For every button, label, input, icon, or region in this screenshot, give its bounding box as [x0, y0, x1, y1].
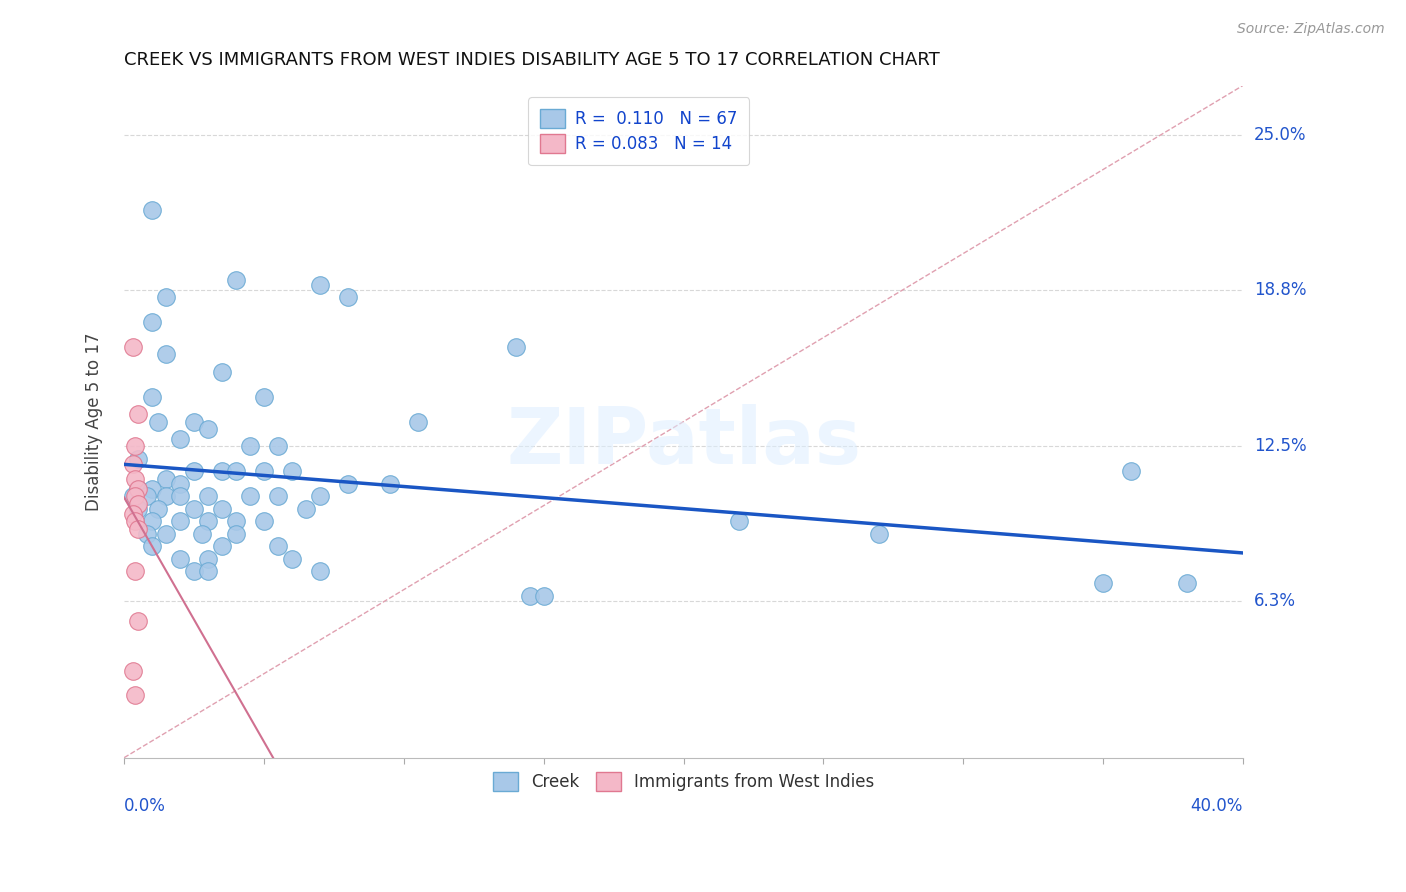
Point [211, 501, 233, 516]
Point [127, 482, 149, 496]
Point [378, 476, 401, 491]
Point [253, 390, 276, 404]
Point [336, 290, 359, 304]
Point [127, 482, 149, 496]
Point [728, 514, 751, 528]
Point [127, 501, 149, 516]
Point [295, 501, 318, 516]
Point [155, 489, 177, 503]
Point [146, 415, 169, 429]
Point [124, 514, 146, 528]
Point [183, 501, 205, 516]
Point [211, 539, 233, 553]
Point [1119, 464, 1142, 478]
Point [121, 507, 143, 521]
Point [127, 407, 149, 421]
Point [141, 390, 163, 404]
Point [191, 526, 214, 541]
Point [267, 440, 290, 454]
Text: 6.3%: 6.3% [1254, 591, 1296, 610]
Text: 25.0%: 25.0% [1254, 127, 1306, 145]
Point [197, 489, 219, 503]
Point [121, 489, 143, 503]
Point [197, 514, 219, 528]
Point [309, 564, 332, 578]
Text: 0.0%: 0.0% [124, 797, 166, 814]
Point [253, 464, 276, 478]
Point [183, 564, 205, 578]
Point [267, 489, 290, 503]
Point [141, 202, 163, 217]
Point [1092, 576, 1115, 591]
Point [253, 514, 276, 528]
Point [336, 476, 359, 491]
Text: 40.0%: 40.0% [1191, 797, 1243, 814]
Point [225, 273, 247, 287]
Legend: Creek, Immigrants from West Indies: Creek, Immigrants from West Indies [481, 761, 886, 803]
Point [281, 464, 304, 478]
Point [127, 522, 149, 536]
Point [1175, 576, 1198, 591]
Point [146, 501, 169, 516]
Point [155, 290, 177, 304]
Point [211, 365, 233, 379]
Point [197, 551, 219, 566]
Text: ZIPatlas: ZIPatlas [506, 404, 860, 480]
Point [127, 614, 149, 628]
Point [124, 564, 146, 578]
Point [267, 539, 290, 553]
Point [183, 464, 205, 478]
Point [519, 589, 541, 603]
Point [141, 315, 163, 329]
Point [225, 464, 247, 478]
Point [124, 489, 146, 503]
Point [309, 489, 332, 503]
Point [141, 514, 163, 528]
Point [239, 440, 262, 454]
Point [197, 564, 219, 578]
Point [197, 422, 219, 436]
Point [309, 277, 332, 292]
Point [169, 514, 191, 528]
Point [155, 347, 177, 361]
Point [868, 526, 890, 541]
Point [124, 689, 146, 703]
Point [124, 440, 146, 454]
Point [135, 489, 157, 503]
Text: CREEK VS IMMIGRANTS FROM WEST INDIES DISABILITY AGE 5 TO 17 CORRELATION CHART: CREEK VS IMMIGRANTS FROM WEST INDIES DIS… [124, 51, 939, 69]
Point [124, 472, 146, 486]
Point [121, 664, 143, 678]
Text: 18.8%: 18.8% [1254, 281, 1306, 299]
Text: 12.5%: 12.5% [1254, 437, 1306, 456]
Point [406, 415, 429, 429]
Point [225, 526, 247, 541]
Point [169, 476, 191, 491]
Point [127, 497, 149, 511]
Point [239, 489, 262, 503]
Point [505, 340, 527, 354]
Point [121, 457, 143, 471]
Point [225, 514, 247, 528]
Point [169, 489, 191, 503]
Point [121, 340, 143, 354]
Y-axis label: Disability Age 5 to 17: Disability Age 5 to 17 [86, 333, 103, 511]
Point [155, 472, 177, 486]
Point [169, 432, 191, 446]
Text: Source: ZipAtlas.com: Source: ZipAtlas.com [1237, 22, 1385, 37]
Point [141, 539, 163, 553]
Point [211, 464, 233, 478]
Point [533, 589, 555, 603]
Point [183, 415, 205, 429]
Point [169, 551, 191, 566]
Point [281, 551, 304, 566]
Point [135, 526, 157, 541]
Point [141, 482, 163, 496]
Point [155, 526, 177, 541]
Point [127, 452, 149, 467]
